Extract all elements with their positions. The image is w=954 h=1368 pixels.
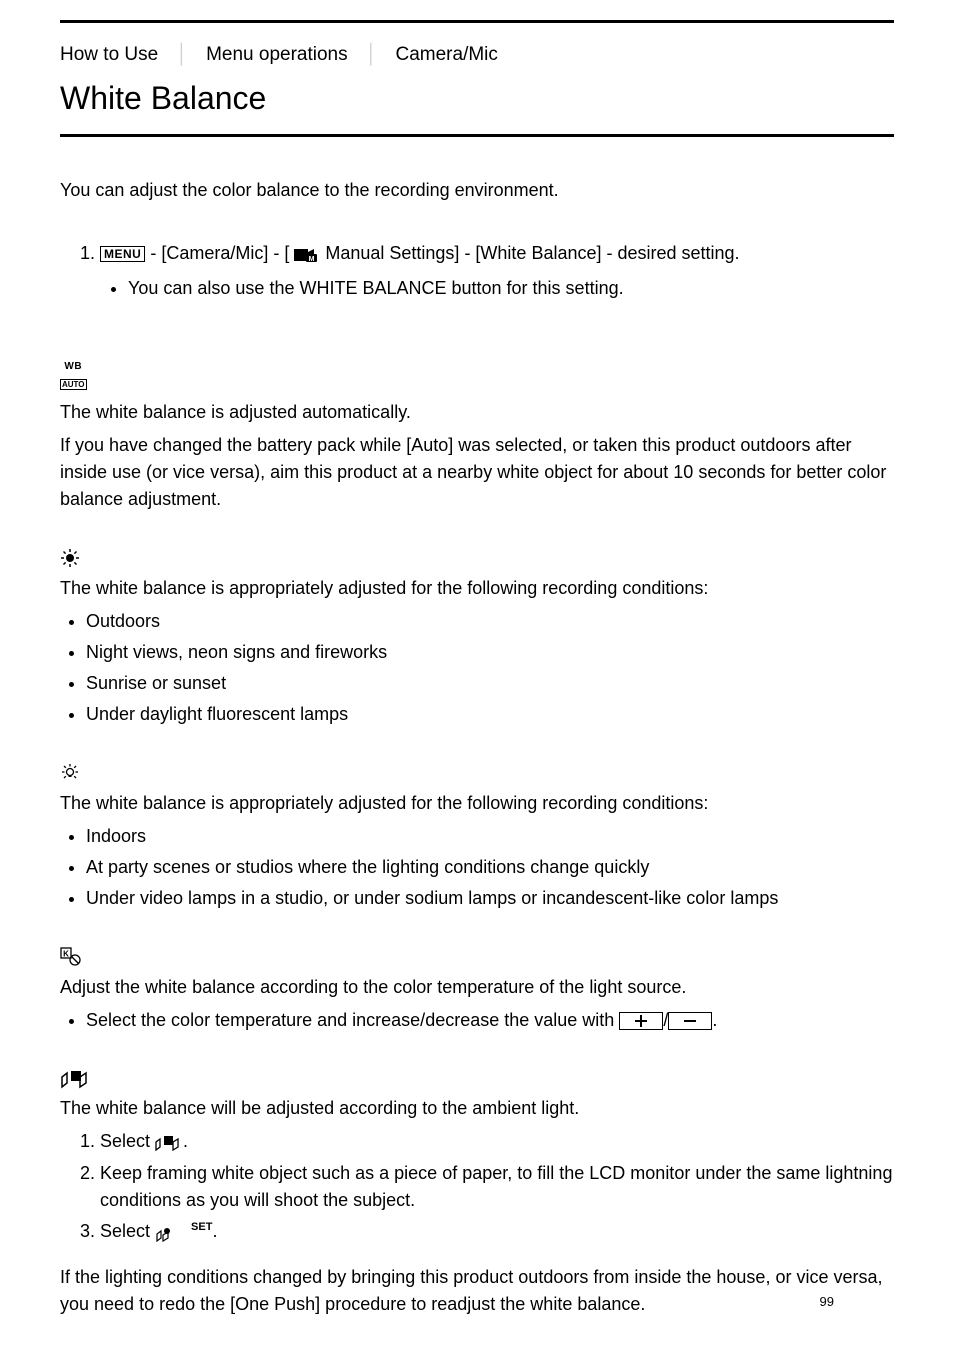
list-item: Outdoors (86, 608, 894, 635)
step-text: . (212, 1221, 217, 1241)
step-text: Select (100, 1221, 155, 1241)
plus-icon (619, 1012, 663, 1030)
page: How to Use │ Menu operations │ Camera/Mi… (0, 0, 954, 1368)
camera-manual-icon: M (294, 240, 320, 267)
onepush-set-icon (155, 1219, 191, 1246)
list-item: Select . (100, 1128, 894, 1156)
page-number: 99 (820, 1292, 834, 1312)
breadcrumb-separator: │ (366, 41, 378, 70)
section-outdoor: The white balance is appropriately adjus… (60, 543, 894, 728)
section-text: The white balance will be adjusted accor… (60, 1095, 894, 1122)
section-text: The white balance is appropriately adjus… (60, 790, 894, 817)
sun-icon (60, 544, 80, 571)
onepush-small-icon (155, 1129, 183, 1156)
step-text: Select (100, 1131, 155, 1151)
wb-label: WB (60, 362, 87, 372)
step-text: Manual Settings] - [White Balance] - des… (320, 243, 739, 263)
list-item: Under video lamps in a studio, or under … (86, 885, 894, 912)
section-indoor: The white balance is appropriately adjus… (60, 758, 894, 912)
svg-text:M: M (309, 256, 315, 263)
list-item: Indoors (86, 823, 894, 850)
header-rule (60, 134, 894, 137)
section-text: If the lighting conditions changed by br… (60, 1264, 894, 1318)
menu-icon: MENU (100, 246, 145, 262)
list-item: Select the color temperature and increas… (86, 1007, 894, 1034)
section-text: The white balance is adjusted automatica… (60, 399, 894, 426)
breadcrumb: How to Use │ Menu operations │ Camera/Mi… (60, 41, 894, 70)
list-item: Keep framing white object such as a piec… (100, 1160, 894, 1214)
intro-text: You can adjust the color balance to the … (60, 177, 894, 204)
page-title: White Balance (60, 74, 894, 122)
list-item: Under daylight fluorescent lamps (86, 701, 894, 728)
set-label: SET (191, 1221, 212, 1233)
breadcrumb-separator: │ (176, 41, 188, 70)
section-text: The white balance is appropriately adjus… (60, 575, 894, 602)
colortemp-icon: K (60, 943, 82, 970)
bulb-icon (60, 759, 80, 786)
breadcrumb-item: How to Use (60, 41, 158, 70)
onepush-icon (60, 1064, 90, 1091)
period: . (712, 1010, 717, 1030)
section-colortemp: K Adjust the white balance according to … (60, 942, 894, 1034)
wb-auto-icon: WB AUTO (60, 362, 87, 390)
list-item: MENU - [Camera/Mic] - [ M Manual Setting… (100, 240, 894, 303)
step-text: - [Camera/Mic] - [ (145, 243, 294, 263)
item-text: Select the color temperature and increas… (86, 1010, 619, 1030)
list-item: Select SET. (100, 1218, 894, 1246)
top-rule (60, 20, 894, 23)
section-text: If you have changed the battery pack whi… (60, 432, 894, 513)
breadcrumb-item: Camera/Mic (396, 41, 498, 70)
list-item: Night views, neon signs and fireworks (86, 639, 894, 666)
svg-text:K: K (63, 949, 69, 958)
main-steps: MENU - [Camera/Mic] - [ M Manual Setting… (60, 240, 894, 303)
section-auto: WB AUTO The white balance is adjusted au… (60, 362, 894, 513)
auto-label: AUTO (60, 379, 87, 390)
breadcrumb-item: Menu operations (206, 41, 348, 70)
section-onepush: The white balance will be adjusted accor… (60, 1064, 894, 1318)
minus-icon (668, 1012, 712, 1030)
list-item: At party scenes or studios where the lig… (86, 854, 894, 881)
step-text: . (183, 1131, 188, 1151)
list-item: You can also use the WHITE BALANCE butto… (128, 275, 894, 302)
section-text: Adjust the white balance according to th… (60, 974, 894, 1001)
list-item: Sunrise or sunset (86, 670, 894, 697)
